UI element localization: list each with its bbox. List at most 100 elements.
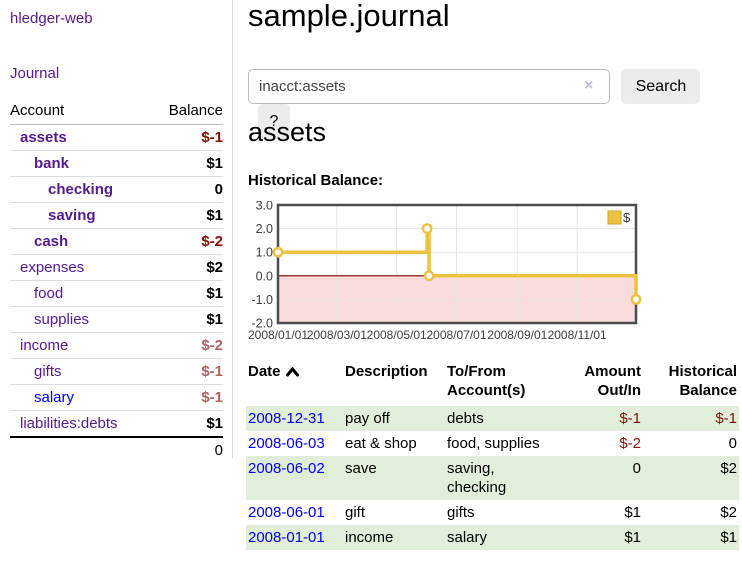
account-link-gifts[interactable]: gifts	[34, 363, 62, 380]
transaction-accounts: saving, checking	[445, 456, 553, 500]
account-balance: $-1	[151, 384, 223, 411]
svg-text:3.0: 3.0	[256, 201, 273, 213]
transaction-description: income	[343, 525, 445, 550]
accounts-total-row: 0	[10, 436, 223, 463]
sidebar-item-journal[interactable]: Journal	[10, 65, 60, 82]
svg-text:2008/07/01: 2008/07/01	[426, 328, 486, 342]
transaction-balance: $1	[643, 525, 739, 550]
account-row: salary $-1	[10, 384, 223, 411]
account-row: supplies $1	[10, 306, 223, 333]
register-table: Date Description To/From Account(s) Amoun…	[246, 360, 739, 550]
account-balance: $1	[151, 150, 223, 177]
accounts-table: Account Balance assets $-1 bank $1 check…	[10, 98, 223, 463]
register-header-description: Description	[345, 363, 428, 380]
sort-ascending-icon	[285, 363, 299, 382]
accounts-header-balance: Balance	[151, 98, 223, 125]
account-link-food[interactable]: food	[34, 285, 64, 302]
account-row: assets $-1	[10, 124, 223, 151]
svg-text:-2.0: -2.0	[251, 317, 273, 331]
account-link-supplies[interactable]: supplies	[34, 311, 90, 328]
transaction-date-link[interactable]: 2008-12-31	[248, 410, 325, 427]
account-row: expenses $2	[10, 254, 223, 281]
account-row: food $1	[10, 280, 223, 307]
account-balance: $1	[151, 280, 223, 307]
account-link-assets[interactable]: assets	[20, 129, 67, 146]
transaction-date-link[interactable]: 2008-06-03	[248, 435, 325, 452]
search-button[interactable]: Search	[621, 69, 701, 104]
account-balance: $-1	[151, 124, 223, 151]
svg-text:2.0: 2.0	[256, 222, 273, 236]
svg-text:0.0: 0.0	[256, 269, 273, 283]
accounts-header-account: Account	[10, 98, 152, 125]
svg-text:2008/01/01: 2008/01/01	[248, 328, 308, 342]
transaction-amount: 0	[553, 456, 643, 500]
transaction-date-link[interactable]: 2008-01-01	[248, 529, 325, 546]
page-title: sample.journal	[248, 0, 450, 33]
account-balance: $2	[151, 254, 223, 281]
transaction-description: save	[343, 456, 445, 500]
search-form: × Search ?	[248, 69, 742, 139]
transaction-description: eat & shop	[345, 435, 417, 452]
transaction-balance: $-1	[643, 406, 739, 431]
account-link-salary[interactable]: salary	[34, 389, 75, 406]
svg-text:2008/03/01: 2008/03/01	[307, 328, 367, 342]
account-link-liabilities-debts[interactable]: liabilities:debts	[20, 415, 118, 432]
account-link-saving[interactable]: saving	[48, 207, 96, 224]
svg-text:-1.0: -1.0	[251, 293, 273, 307]
register-row: 2008-06-02 save saving, checking 0 $2	[246, 456, 739, 500]
account-link-cash[interactable]: cash	[34, 233, 69, 250]
register-row: 2008-06-03 eat & shop food, supplies $-2…	[246, 431, 739, 456]
account-balance: $1	[151, 202, 223, 229]
transaction-date-link[interactable]: 2008-06-02	[248, 460, 325, 477]
account-heading: assets	[248, 117, 327, 147]
register-row: 2008-06-01 gift gifts $1 $2	[246, 500, 739, 525]
account-balance: $1	[151, 306, 223, 333]
account-link-bank[interactable]: bank	[34, 155, 70, 172]
transaction-balance: $2	[643, 456, 739, 500]
account-row: bank $1	[10, 150, 223, 177]
register-header-balance: Historical Balance	[668, 363, 737, 399]
account-balance: 0	[151, 176, 223, 203]
register-row: 2008-12-31 pay off debts $-1 $-1	[246, 406, 739, 431]
transaction-date-link[interactable]: 2008-06-01	[248, 504, 325, 521]
clear-search-icon[interactable]: ×	[584, 77, 594, 94]
app-brand-link[interactable]: hledger-web	[10, 10, 93, 27]
register-header-accounts: To/From Account(s)	[447, 363, 526, 399]
help-button[interactable]: ?	[258, 104, 290, 139]
transaction-accounts: salary	[445, 525, 553, 550]
svg-text:$: $	[623, 210, 631, 225]
historical-balance-chart: 3.0 2.0 1.0 0.0 -1.0 -2.0 2008/01/01 2008/03/01…	[248, 199, 648, 351]
transaction-amount: $-1	[553, 406, 643, 431]
account-balance: $1	[151, 410, 223, 438]
register-section: Date Description To/From Account(s) Amoun…	[246, 360, 739, 550]
svg-text:1.0: 1.0	[256, 246, 273, 260]
transaction-amount: $1	[624, 504, 641, 521]
account-balance: $-1	[151, 358, 223, 385]
svg-text:2008/05/01: 2008/05/01	[367, 328, 427, 342]
transaction-description: gift	[345, 504, 366, 521]
sidebar: hledger-web Journal Account Balance asse…	[0, 0, 233, 463]
account-link-income[interactable]: income	[20, 337, 69, 354]
transaction-amount: $1	[553, 525, 643, 550]
transaction-balance: 0	[728, 435, 737, 452]
transaction-description: pay off	[343, 406, 445, 431]
account-row: saving $1	[10, 202, 223, 229]
register-header-date[interactable]: Date	[246, 360, 343, 406]
account-row: gifts $-1	[10, 358, 223, 385]
account-balance: $-2	[151, 332, 223, 359]
transaction-balance: $2	[720, 504, 737, 521]
svg-text:2008/09/01: 2008/09/01	[487, 328, 547, 342]
transaction-accounts: debts	[445, 406, 553, 431]
transaction-accounts: gifts	[447, 504, 475, 521]
transaction-amount: $-2	[619, 435, 641, 452]
account-row: income $-2	[10, 332, 223, 359]
account-link-expenses[interactable]: expenses	[20, 259, 85, 276]
account-balance: $-2	[151, 228, 223, 255]
account-row: checking 0	[10, 176, 223, 203]
search-input[interactable]	[248, 69, 610, 104]
svg-text:2008/11/01: 2008/11/01	[548, 328, 607, 342]
account-row: cash $-2	[10, 228, 223, 255]
account-link-checking[interactable]: checking	[48, 181, 114, 198]
transaction-accounts: food, supplies	[447, 435, 540, 452]
register-header-amount: Amount Out/In	[584, 363, 641, 399]
